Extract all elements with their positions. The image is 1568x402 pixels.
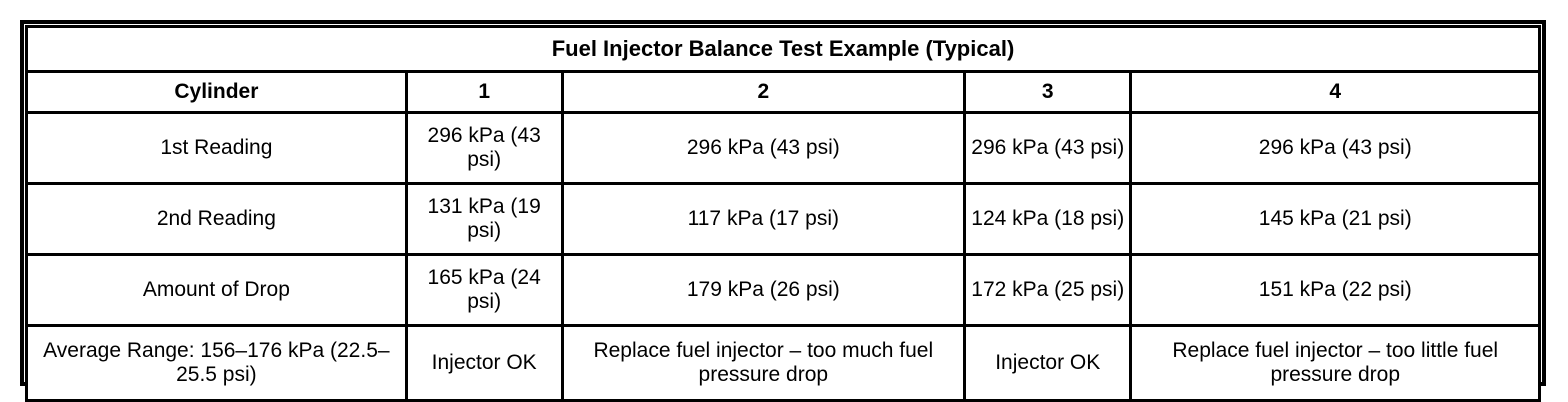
table-row-amount-of-drop: Amount of Drop 165 kPa (24 psi) 179 kPa …	[25, 253, 1541, 327]
header-cylinder-2: 2	[560, 70, 967, 114]
table-title-row: Fuel Injector Balance Test Example (Typi…	[25, 25, 1541, 73]
data-cell: 131 kPa (19 psi)	[404, 182, 564, 256]
table-header-row: Cylinder 1 2 3 4	[25, 70, 1541, 114]
result-cell: Injector OK	[963, 324, 1133, 402]
data-cell: 117 kPa (17 psi)	[560, 182, 967, 256]
data-cell: 165 kPa (24 psi)	[404, 253, 564, 327]
table-outer-frame: Fuel Injector Balance Test Example (Typi…	[20, 20, 1546, 402]
header-cylinder-4: 4	[1129, 70, 1541, 114]
table-row-average-range: Average Range: 156–176 kPa (22.5–25.5 ps…	[25, 324, 1541, 402]
fuel-injector-balance-table: Fuel Injector Balance Test Example (Typi…	[25, 25, 1541, 402]
result-cell: Injector OK	[404, 324, 564, 402]
data-cell: 172 kPa (25 psi)	[963, 253, 1133, 327]
row-label: 2nd Reading	[25, 182, 408, 256]
header-cylinder: Cylinder	[25, 70, 408, 114]
result-cell: Replace fuel injector – too much fuel pr…	[560, 324, 967, 402]
data-cell: 296 kPa (43 psi)	[1129, 111, 1541, 185]
data-cell: 145 kPa (21 psi)	[1129, 182, 1541, 256]
row-label: 1st Reading	[25, 111, 408, 185]
table-title: Fuel Injector Balance Test Example (Typi…	[25, 25, 1541, 73]
header-cylinder-1: 1	[404, 70, 564, 114]
table-row-first-reading: 1st Reading 296 kPa (43 psi) 296 kPa (43…	[25, 111, 1541, 185]
data-cell: 296 kPa (43 psi)	[560, 111, 967, 185]
data-cell: 296 kPa (43 psi)	[963, 111, 1133, 185]
row-label: Average Range: 156–176 kPa (22.5–25.5 ps…	[25, 324, 408, 402]
data-cell: 296 kPa (43 psi)	[404, 111, 564, 185]
header-cylinder-3: 3	[963, 70, 1133, 114]
table-row-second-reading: 2nd Reading 131 kPa (19 psi) 117 kPa (17…	[25, 182, 1541, 256]
data-cell: 179 kPa (26 psi)	[560, 253, 967, 327]
row-label: Amount of Drop	[25, 253, 408, 327]
data-cell: 151 kPa (22 psi)	[1129, 253, 1541, 327]
data-cell: 124 kPa (18 psi)	[963, 182, 1133, 256]
result-cell: Replace fuel injector – too little fuel …	[1129, 324, 1541, 402]
